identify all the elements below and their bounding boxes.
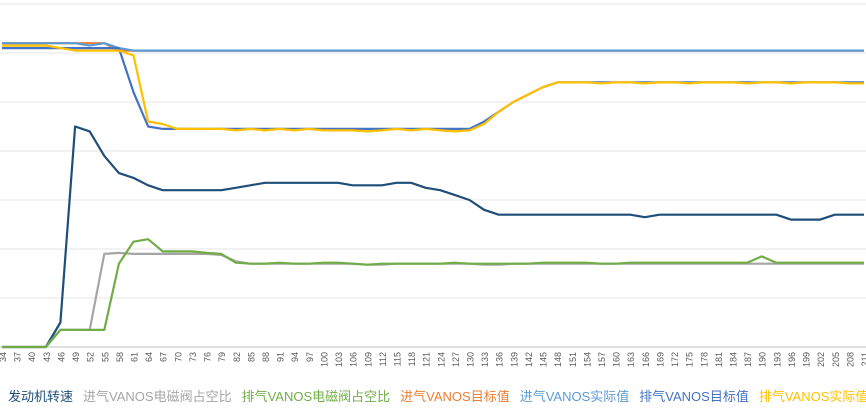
legend-entry-4: 进气VANOS实际值	[519, 389, 630, 404]
x-tick-label: 106	[349, 352, 359, 367]
series-lines	[2, 42, 864, 349]
x-tick-label: 196	[787, 352, 797, 367]
x-tick-label: 64	[144, 352, 154, 362]
x-tick-label: 82	[232, 352, 242, 362]
x-tick-label: 190	[758, 352, 768, 367]
x-tick-label: 73	[188, 352, 198, 362]
x-tick-label: 58	[115, 352, 125, 362]
series-line-6	[2, 44, 864, 133]
x-tick-label: 46	[56, 352, 66, 362]
x-tick-label: 127	[451, 352, 461, 367]
legend: 发动机转速 进气VANOS电磁阀占空比 排气VANOS电磁阀占空比 进气VANOS目标…	[0, 386, 866, 406]
x-tick-label: 178	[699, 352, 709, 367]
x-tick-label: 118	[407, 352, 417, 366]
x-axis: 34 37 40 43 46 49 52 55 58 61 64 67 70 73 76 79 82 85 88 91…	[0, 352, 866, 367]
x-tick-label: 67	[159, 352, 169, 362]
x-tick-label: 79	[217, 352, 227, 362]
legend-entry-1: 进气VANOS电磁阀占空比	[83, 389, 232, 404]
x-tick-label: 115	[392, 352, 402, 366]
x-tick-label: 52	[86, 352, 96, 362]
series-line-4	[2, 42, 864, 52]
x-tick-label: 160	[612, 352, 622, 367]
x-tick-label: 211	[860, 352, 866, 366]
x-tick-label: 175	[685, 352, 695, 367]
x-tick-label: 49	[71, 352, 81, 362]
x-tick-label: 172	[670, 352, 680, 367]
legend-entry-5: 排气VANOS目标值	[639, 389, 749, 404]
x-tick-label: 61	[129, 352, 139, 362]
x-tick-label: 208	[845, 352, 855, 367]
x-tick-label: 205	[831, 352, 841, 367]
x-tick-label: 187	[743, 352, 753, 367]
x-tick-label: 34	[0, 352, 8, 362]
x-tick-label: 100	[319, 352, 329, 367]
x-tick-label: 136	[495, 352, 505, 367]
x-tick-label: 55	[100, 352, 110, 362]
x-tick-label: 76	[203, 352, 213, 362]
x-tick-label: 124	[436, 352, 446, 367]
x-tick-label: 142	[524, 352, 534, 367]
x-tick-label: 157	[597, 352, 607, 367]
x-tick-label: 88	[261, 352, 271, 362]
legend-entry-3: 进气VANOS目标值	[400, 389, 510, 404]
x-tick-label: 94	[290, 352, 300, 362]
series-line-2	[2, 238, 864, 349]
series-line-0	[2, 125, 864, 349]
x-tick-label: 130	[466, 352, 476, 367]
x-tick-label: 70	[173, 352, 183, 362]
x-tick-label: 43	[42, 352, 52, 362]
x-tick-label: 103	[334, 352, 344, 367]
x-tick-label: 199	[802, 352, 812, 367]
gridlines	[0, 3, 866, 348]
x-tick-label: 151	[568, 352, 578, 367]
x-tick-label: 139	[509, 352, 519, 367]
x-tick-label: 97	[305, 352, 315, 362]
x-tick-label: 91	[276, 352, 286, 362]
x-tick-label: 109	[363, 352, 373, 367]
legend-entry-0: 发动机转速	[8, 389, 74, 404]
series-line-1	[2, 251, 864, 349]
x-tick-label: 202	[816, 352, 826, 367]
x-tick-label: 85	[246, 352, 256, 362]
x-tick-label: 193	[772, 352, 782, 367]
x-tick-label: 148	[553, 352, 563, 367]
x-tick-label: 133	[480, 352, 490, 367]
plot-area: 34 37 40 43 46 49 52 55 58 61 64 67 70 73 76 79 82 85 88 91…	[0, 3, 866, 367]
x-tick-label: 181	[714, 352, 724, 367]
x-tick-label: 112	[378, 352, 388, 366]
x-tick-label: 154	[582, 352, 592, 367]
x-tick-label: 169	[655, 352, 665, 367]
legend-entry-6: 排气VANOS实际值	[758, 389, 866, 404]
x-tick-label: 184	[729, 352, 739, 367]
series-line-5	[2, 46, 864, 130]
x-tick-label: 40	[27, 352, 37, 362]
x-tick-label: 37	[13, 352, 23, 362]
x-tick-label: 166	[641, 352, 651, 367]
x-tick-label: 121	[422, 352, 432, 367]
x-tick-label: 163	[626, 352, 636, 367]
legend-entry-2: 排气VANOS电磁阀占空比	[241, 389, 391, 404]
x-tick-label: 145	[539, 352, 549, 367]
